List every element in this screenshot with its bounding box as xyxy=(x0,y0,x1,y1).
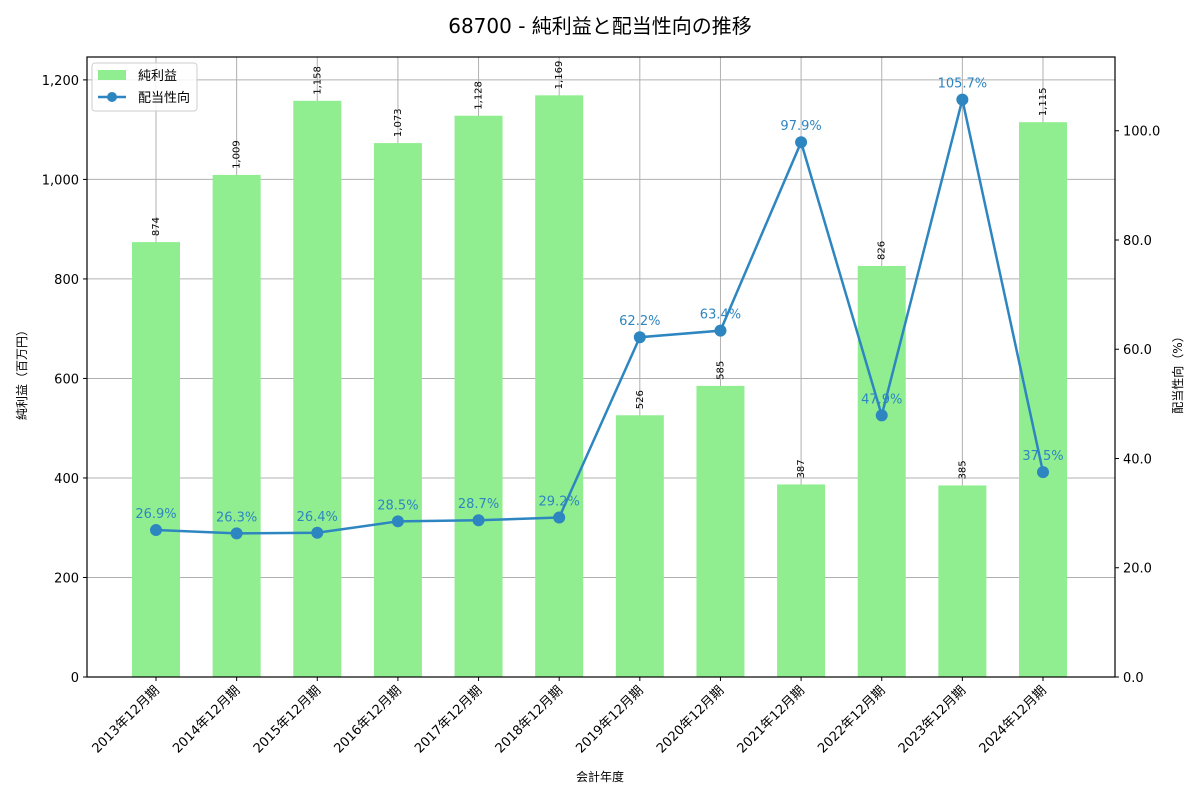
line-value-label: 97.9% xyxy=(780,119,821,134)
left-y-tick-label: 1,200 xyxy=(42,74,79,89)
chart-title: 68700 - 純利益と配当性向の推移 xyxy=(448,14,752,38)
x-axis-label: 会計年度 xyxy=(576,769,624,784)
bar-value-label: 585 xyxy=(715,361,726,380)
line-marker xyxy=(150,524,162,537)
line-marker xyxy=(472,514,485,527)
line-value-label: 26.9% xyxy=(135,507,176,522)
line-value-label: 26.3% xyxy=(216,510,257,525)
bar xyxy=(373,143,422,677)
bar xyxy=(132,242,180,677)
line-marker xyxy=(633,331,646,344)
legend: 純利益 配当性向 xyxy=(91,62,198,112)
line-marker xyxy=(714,324,727,337)
bar xyxy=(938,485,987,677)
line-value-label: 37.5% xyxy=(1022,449,1063,464)
bar-value-label: 526 xyxy=(635,390,646,409)
line-marker xyxy=(311,526,324,539)
bar xyxy=(777,484,826,677)
x-tick-label: 2023年12月期 xyxy=(896,683,969,756)
plot-frame xyxy=(86,56,1116,678)
right-y-axis-label: 配当性向（%） xyxy=(1170,330,1185,413)
x-tick-label: 2022年12月期 xyxy=(815,683,888,756)
x-tick-label: 2014年12月期 xyxy=(170,683,243,756)
bar xyxy=(293,100,342,677)
bar-value-label: 874 xyxy=(151,217,162,236)
right-y-tick-label: 80.0 xyxy=(1123,234,1152,249)
line-marker xyxy=(795,136,808,149)
line-value-label: 105.7% xyxy=(938,77,988,92)
left-y-tick-label: 600 xyxy=(54,372,79,387)
x-axis: 2013年12月期 2014年12月期 2015年12月期 2016年12月期 2017… xyxy=(90,677,1050,757)
bar xyxy=(857,265,906,677)
bar-value-label: 1,009 xyxy=(232,140,243,169)
x-tick-label: 2021年12月期 xyxy=(735,683,808,756)
bar xyxy=(212,174,261,677)
line-value-label: 28.7% xyxy=(458,497,499,512)
bar-value-label: 1,128 xyxy=(474,81,485,110)
line-value-label: 26.4% xyxy=(297,510,338,525)
bar-value-label: 387 xyxy=(796,459,807,478)
left-y-tick-label: 800 xyxy=(54,273,79,288)
line-marker xyxy=(230,527,243,540)
line-value-label: 63.4% xyxy=(700,308,741,323)
right-y-tick-label: 20.0 xyxy=(1123,562,1152,577)
left-y-tick-label: 0 xyxy=(71,671,79,686)
bar xyxy=(535,95,584,678)
left-y-tick-label: 400 xyxy=(54,472,79,487)
x-tick-label: 2018年12月期 xyxy=(493,683,566,756)
bar-series: 874 1,009 1,158 1,073 1,128 1,169 526 585 387 826… xyxy=(132,61,1067,678)
legend-label-payout-ratio: 配当性向 xyxy=(138,90,190,106)
right-y-tick-label: 0.0 xyxy=(1123,671,1144,686)
right-y-tick-label: 60.0 xyxy=(1123,343,1152,358)
bar-value-label: 1,169 xyxy=(554,61,565,90)
line-marker xyxy=(553,511,566,524)
left-y-axis-label: 純利益（百万円） xyxy=(15,324,29,420)
line-marker xyxy=(875,409,888,422)
line-marker xyxy=(1037,466,1049,479)
bar xyxy=(454,115,503,678)
right-y-tick-label: 40.0 xyxy=(1123,452,1152,467)
line-value-label: 47.9% xyxy=(861,392,902,407)
line-marker xyxy=(391,515,404,528)
x-tick-label: 2016年12月期 xyxy=(331,683,404,756)
x-tick-label: 2015年12月期 xyxy=(251,683,324,756)
line-series: 26.9% 26.3% 26.4% 28.5% 28.7% 29.2% 62.2% 63.4%… xyxy=(135,77,1064,540)
left-y-axis: 0 200 400 600 800 1,000 1,200 xyxy=(42,74,87,686)
x-tick-label: 2019年12月期 xyxy=(573,683,646,756)
payout-ratio-line xyxy=(155,99,1045,535)
bar-value-label: 1,073 xyxy=(393,108,404,137)
bar-value-label: 826 xyxy=(877,241,888,260)
bar-value-label: 385 xyxy=(957,460,968,479)
line-marker xyxy=(956,93,969,106)
x-tick-label: 2017年12月期 xyxy=(412,683,485,756)
legend-label-net-income: 純利益 xyxy=(138,69,177,84)
legend-marker-icon xyxy=(107,92,117,102)
bar xyxy=(615,415,664,677)
x-tick-label: 2013年12月期 xyxy=(90,683,163,756)
right-y-axis: 0.0 20.0 40.0 60.0 80.0 100.0 xyxy=(1115,125,1160,686)
right-y-tick-label: 100.0 xyxy=(1123,125,1160,140)
legend-bar-swatch xyxy=(98,70,126,80)
bar-value-label: 1,158 xyxy=(312,66,323,95)
line-value-label: 62.2% xyxy=(619,314,660,329)
left-y-tick-label: 200 xyxy=(54,571,79,586)
line-value-label: 29.2% xyxy=(539,494,580,509)
line-value-label: 28.5% xyxy=(377,498,418,513)
bar-value-label: 1,115 xyxy=(1038,88,1049,117)
x-tick-label: 2020年12月期 xyxy=(654,683,727,756)
x-tick-label: 2024年12月期 xyxy=(977,683,1050,756)
left-y-tick-label: 1,000 xyxy=(42,173,79,188)
bar xyxy=(696,385,745,677)
